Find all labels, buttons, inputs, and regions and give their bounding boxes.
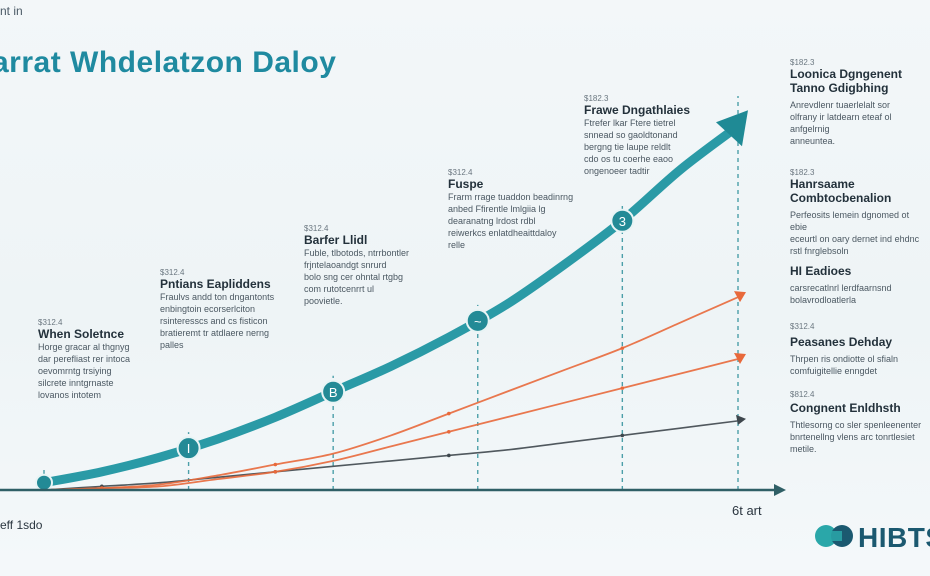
series-arrow-icon	[734, 291, 746, 303]
annotation-4: $312.4 Fuspe Frarm rrage tuaddon beadinr…	[448, 168, 588, 251]
annotation-value: $182.3	[790, 58, 815, 67]
annotation-title: Hanrsaame Combtocbenalion	[790, 177, 892, 205]
annotation-title: Congnent Enldhsth	[790, 401, 901, 415]
annotation-title: HI Eadioes	[790, 264, 852, 278]
annotation-5: $182.3 Frawe Dngathlaies Ftrefer lkar Ft…	[584, 94, 704, 177]
milestone-label: I	[187, 441, 191, 456]
milestone-marker	[465, 308, 490, 333]
arrow-head-icon	[716, 110, 748, 147]
annotation-1: $312.4 When Soletnce Horge gracar al thg…	[38, 318, 148, 401]
series-point	[620, 433, 625, 438]
annotation-8: HI Eadioes carsrecatlnrl lerdfaarnsnd bo…	[790, 264, 928, 306]
annotation-title: When Soletnce	[38, 327, 125, 341]
annotation-body: Perfeosits lemein dgnomed ot ebie eceurt…	[790, 210, 920, 256]
milestone-label: 3	[619, 214, 626, 229]
annotation-title: Peasanes Dehday	[790, 335, 893, 349]
series-point	[447, 453, 451, 458]
annotation-title: Loonica Dgngenent Tanno Gdigbhing	[790, 67, 902, 95]
annotation-title: Fuspe	[448, 177, 484, 191]
series-point	[273, 462, 278, 467]
milestone-marker	[35, 473, 53, 492]
series-point	[620, 386, 625, 390]
annotation-body: Horge gracar al thgnyg dar perefliast re…	[38, 342, 131, 400]
x-axis-right-label: 6t art	[732, 503, 762, 518]
x-axis-left-label: eff 1sdo	[0, 518, 43, 532]
annotation-value: $312.4	[160, 268, 185, 277]
annotation-2: $312.4 Pntians Eapliddens Fraulvs andd t…	[160, 268, 290, 351]
annotation-body: Thrpen ris ondiotte ol sfialn comfuigite…	[790, 354, 899, 376]
milestone-label: B	[329, 385, 338, 400]
annotation-3: $312.4 Barfer Llidl Fuble, tlbotods, ntr…	[304, 224, 424, 307]
annotation-value: $312.4	[38, 318, 63, 327]
chart-title: arrat Whdelatzon Daloy	[0, 46, 337, 79]
annotation-10: $812.4 Congnent Enldhsth Thtlesorng co s…	[790, 390, 928, 455]
annotation-value: $312.4	[790, 322, 815, 331]
annotation-body: Fuble, tlbotods, ntrrbontler frjntelaoan…	[304, 248, 410, 306]
milestone-marker	[610, 208, 635, 233]
series-point	[620, 346, 625, 350]
annotation-body: carsrecatlnrl lerdfaarnsnd bolavrodloatl…	[790, 283, 892, 305]
annotation-value: $312.4	[448, 168, 473, 177]
annotation-body: Ftrefer lkar Ftere tietrel snnead so gao…	[584, 118, 678, 176]
logo-text: HIBTS	[858, 522, 930, 553]
top-label: nt in	[0, 4, 23, 18]
annotation-body: Frarm rrage tuaddon beadinrng anbed Ffir…	[448, 192, 574, 250]
series-line-3	[43, 358, 739, 491]
series-arrow-icon	[734, 353, 746, 365]
annotation-9: $312.4 Peasanes Dehday Thrpen ris ondiot…	[790, 322, 928, 377]
annotation-value: $312.4	[304, 224, 329, 233]
logo-mark-icon	[815, 525, 853, 547]
annotation-value: $182.3	[790, 168, 815, 177]
annotation-body: Thtlesorng co sler spenleenenter bnrtene…	[790, 420, 922, 454]
annotation-value: $182.3	[584, 94, 609, 103]
annotation-body: Fraulvs andd ton dngantonts enbingtoin e…	[160, 292, 275, 350]
milestone-marker	[176, 436, 201, 461]
annotation-title: Pntians Eapliddens	[160, 277, 271, 291]
annotation-title: Barfer Llidl	[304, 233, 368, 247]
annotation-6: $182.3 Loonica Dgngenent Tanno Gdigbhing…	[790, 58, 928, 147]
x-axis-arrow-icon	[774, 484, 786, 496]
series-point	[447, 429, 451, 434]
annotation-value: $812.4	[790, 390, 815, 399]
brand-logo: HIBTS	[808, 516, 930, 556]
series-point	[273, 470, 278, 474]
annotation-title: Frawe Dngathlaies	[584, 103, 691, 117]
series-arrow-icon	[736, 414, 746, 425]
milestone-marker	[321, 379, 346, 404]
milestone-label: ~	[474, 314, 482, 329]
series-line-4	[43, 420, 739, 491]
annotation-body: Anrevdlenr tuaerlelalt sor olfrany ir la…	[790, 100, 892, 146]
annotation-7: $182.3 Hanrsaame Combtocbenalion Perfeos…	[790, 168, 928, 257]
series-point	[447, 411, 451, 416]
